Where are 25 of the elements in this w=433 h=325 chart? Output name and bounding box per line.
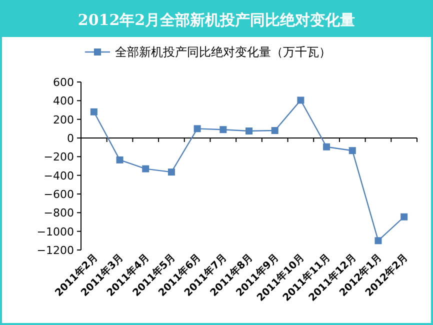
point [246,128,252,134]
point [90,108,98,116]
point [168,168,175,176]
y-tick-label: −200 [44,150,74,164]
point [297,96,304,104]
y-tick-label: −1200 [36,244,74,257]
chart-title: 2012年2月全部新机投产同比绝对变化量 [78,11,356,29]
legend-label: 全部新机投产同比绝对变化量（万千瓦） [115,45,331,59]
y-tick-label: 600 [53,76,74,89]
y-tick-label: 400 [53,94,74,108]
y-tick-label: −400 [44,169,74,182]
y-tick-label: −800 [44,206,74,220]
point [374,237,382,244]
point [194,125,201,132]
point [400,213,408,220]
point [323,143,330,150]
y-tick-label: 200 [53,113,74,126]
y-tick-label: −1000 [36,225,74,238]
point [271,127,278,134]
y-tick-label: −600 [44,188,74,201]
y-tick-label: 0 [67,132,74,145]
point [142,165,150,172]
point [348,147,356,154]
point [220,126,227,134]
point [116,156,124,164]
